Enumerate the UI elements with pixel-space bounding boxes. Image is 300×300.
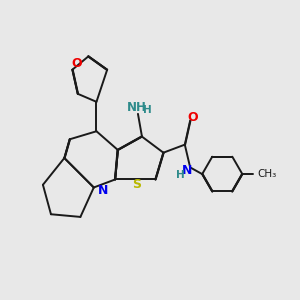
Text: S: S — [132, 178, 141, 191]
Text: NH: NH — [127, 101, 147, 114]
Text: O: O — [188, 111, 198, 124]
Text: H: H — [143, 105, 152, 115]
Text: N: N — [98, 184, 108, 197]
Text: H: H — [176, 170, 185, 180]
Text: N: N — [182, 164, 193, 177]
Text: CH₃: CH₃ — [257, 169, 276, 179]
Text: O: O — [71, 56, 82, 70]
